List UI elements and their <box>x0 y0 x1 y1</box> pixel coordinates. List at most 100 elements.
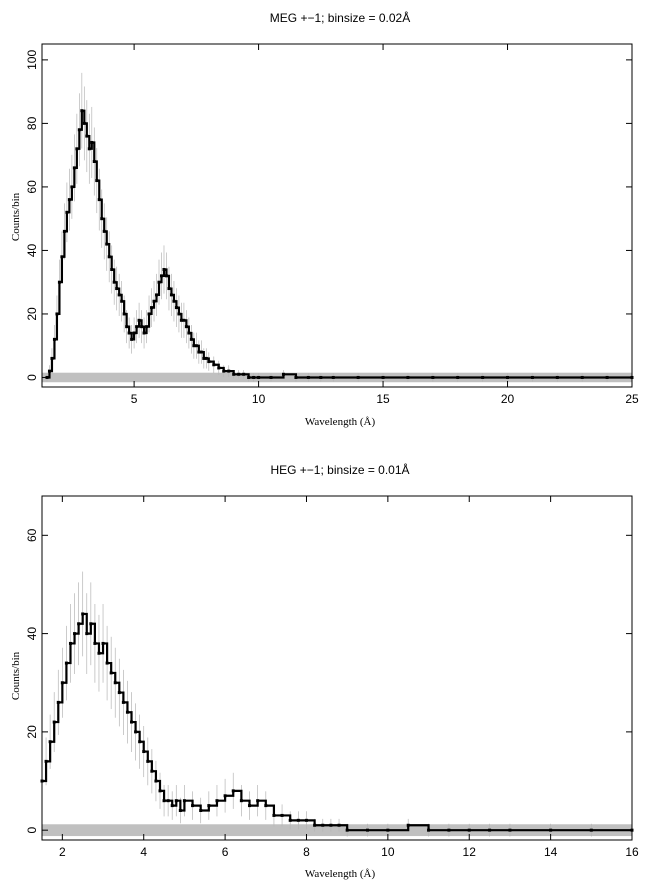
meg-data-point <box>100 217 104 221</box>
meg-data-point <box>227 369 231 373</box>
heg-data-point <box>427 828 431 832</box>
meg-data-point <box>252 375 256 379</box>
meg-data-point <box>406 375 410 379</box>
meg-data-point <box>456 375 460 379</box>
meg-data-point <box>294 375 298 379</box>
meg-x-tick-label: 15 <box>376 392 390 406</box>
meg-data-point <box>75 147 79 151</box>
heg-y-tick-label: 20 <box>25 725 39 739</box>
meg-x-tick-label: 10 <box>252 392 266 406</box>
heg-data-point <box>81 612 85 616</box>
heg-background-band <box>42 824 632 837</box>
meg-data-point <box>105 242 109 246</box>
heg-data-point <box>130 720 134 724</box>
heg-data-point <box>467 828 471 832</box>
meg-data-point <box>152 299 156 303</box>
heg-data-point <box>231 789 235 793</box>
meg-data-point <box>177 312 181 316</box>
meg-data-point <box>102 229 106 233</box>
heg-data-point <box>366 828 370 832</box>
heg-data-point <box>125 710 129 714</box>
meg-data-point <box>164 274 168 278</box>
heg-data-point <box>264 804 268 808</box>
meg-data-point <box>117 293 121 297</box>
heg-data-point <box>207 804 211 808</box>
heg-x-tick-label: 6 <box>222 845 229 859</box>
heg-x-tick-label: 16 <box>625 845 639 859</box>
heg-data-point <box>101 641 105 645</box>
meg-data-point <box>530 375 534 379</box>
meg-data-point <box>112 280 116 284</box>
meg-data-point <box>506 375 510 379</box>
heg-data-point <box>105 661 109 665</box>
meg-data-point <box>242 372 246 376</box>
heg-data-point <box>68 641 72 645</box>
heg-data-point <box>589 828 593 832</box>
meg-data-point <box>60 255 64 259</box>
meg-series-line <box>46 109 632 379</box>
heg-data-point <box>48 740 52 744</box>
heg-data-point <box>313 823 317 827</box>
meg-data-point <box>115 287 119 291</box>
heg-data-point <box>182 799 186 803</box>
heg-chart-title: HEG +−1; binsize = 0.01Å <box>270 462 409 477</box>
meg-data-point <box>319 375 323 379</box>
heg-data-point <box>56 700 60 704</box>
meg-data-point <box>481 375 485 379</box>
meg-data-point <box>381 375 385 379</box>
meg-data-point <box>331 375 335 379</box>
heg-error-bars <box>41 571 633 837</box>
meg-data-point <box>281 372 285 376</box>
heg-data-point <box>166 799 170 803</box>
meg-data-point <box>197 350 201 354</box>
meg-y-tick-label: 60 <box>25 180 39 194</box>
heg-data-point <box>85 632 89 636</box>
heg-data-point <box>248 804 252 808</box>
meg-data-point <box>90 140 94 144</box>
heg-data-point <box>191 804 195 808</box>
heg-data-point <box>158 789 162 793</box>
heg-data-point <box>142 750 146 754</box>
heg-x-tick-label: 14 <box>544 845 558 859</box>
heg-data-point <box>329 823 333 827</box>
heg-y-tick-label: 60 <box>25 528 39 542</box>
heg-data-point <box>280 813 284 817</box>
heg-y-tick-label: 0 <box>25 827 39 834</box>
heg-data-point <box>117 691 121 695</box>
heg-data-point <box>134 730 138 734</box>
heg-data-point <box>296 818 300 822</box>
heg-x-axis-label: Wavelength (Å) <box>305 868 376 880</box>
meg-data-points <box>45 109 634 379</box>
meg-data-point <box>62 229 66 233</box>
meg-data-point <box>140 325 144 329</box>
meg-data-point <box>189 337 193 341</box>
meg-data-point <box>184 325 188 329</box>
heg-data-point <box>154 779 158 783</box>
heg-data-point <box>162 799 166 803</box>
meg-data-point <box>80 109 84 113</box>
heg-data-point <box>170 804 174 808</box>
meg-data-point <box>107 255 111 259</box>
meg-data-point <box>57 280 61 284</box>
meg-data-point <box>125 325 129 329</box>
heg-x-tick-label: 2 <box>59 845 66 859</box>
meg-data-point <box>204 356 208 360</box>
heg-data-point <box>150 769 154 773</box>
meg-data-point <box>182 318 186 322</box>
heg-data-point <box>239 799 243 803</box>
meg-data-point <box>172 299 176 303</box>
meg-data-point <box>257 375 261 379</box>
heg-x-tick-label: 4 <box>140 845 147 859</box>
heg-data-point <box>89 622 93 626</box>
meg-data-point <box>269 375 273 379</box>
heg-data-point <box>199 809 203 813</box>
meg-data-point <box>167 287 171 291</box>
meg-data-point <box>132 331 136 335</box>
meg-data-point <box>580 375 584 379</box>
meg-data-point <box>431 375 435 379</box>
heg-data-point <box>272 813 276 817</box>
meg-data-point <box>150 306 154 310</box>
heg-data-point <box>447 828 451 832</box>
meg-data-point <box>187 331 191 335</box>
meg-data-point <box>55 312 59 316</box>
